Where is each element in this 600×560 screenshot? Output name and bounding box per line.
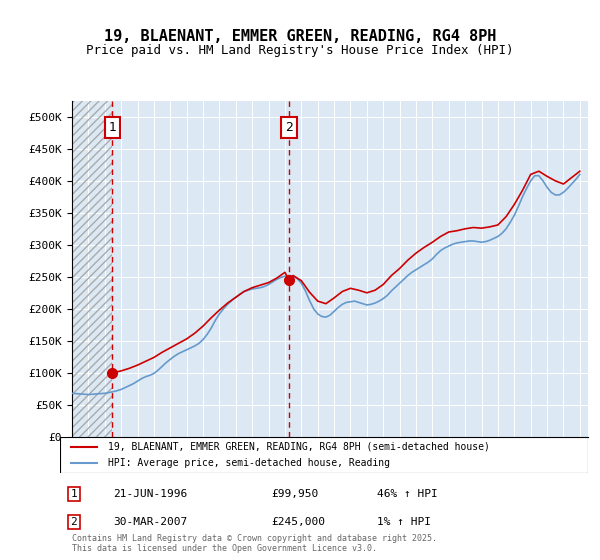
FancyBboxPatch shape <box>60 437 588 473</box>
Text: HPI: Average price, semi-detached house, Reading: HPI: Average price, semi-detached house,… <box>107 458 389 468</box>
Text: £99,950: £99,950 <box>271 489 319 499</box>
Text: 21-JUN-1996: 21-JUN-1996 <box>113 489 187 499</box>
Text: £245,000: £245,000 <box>271 517 325 527</box>
Text: Contains HM Land Registry data © Crown copyright and database right 2025.
This d: Contains HM Land Registry data © Crown c… <box>72 534 437 553</box>
Text: 46% ↑ HPI: 46% ↑ HPI <box>377 489 437 499</box>
Text: 1: 1 <box>71 489 77 499</box>
Text: 2: 2 <box>71 517 77 527</box>
Text: 1: 1 <box>109 121 116 134</box>
Text: 30-MAR-2007: 30-MAR-2007 <box>113 517 187 527</box>
Text: Price paid vs. HM Land Registry's House Price Index (HPI): Price paid vs. HM Land Registry's House … <box>86 44 514 57</box>
Text: 1% ↑ HPI: 1% ↑ HPI <box>377 517 431 527</box>
Bar <box>72 101 112 437</box>
Text: 19, BLAENANT, EMMER GREEN, READING, RG4 8PH: 19, BLAENANT, EMMER GREEN, READING, RG4 … <box>104 29 496 44</box>
Text: 19, BLAENANT, EMMER GREEN, READING, RG4 8PH (semi-detached house): 19, BLAENANT, EMMER GREEN, READING, RG4 … <box>107 442 490 452</box>
Text: 2: 2 <box>285 121 293 134</box>
